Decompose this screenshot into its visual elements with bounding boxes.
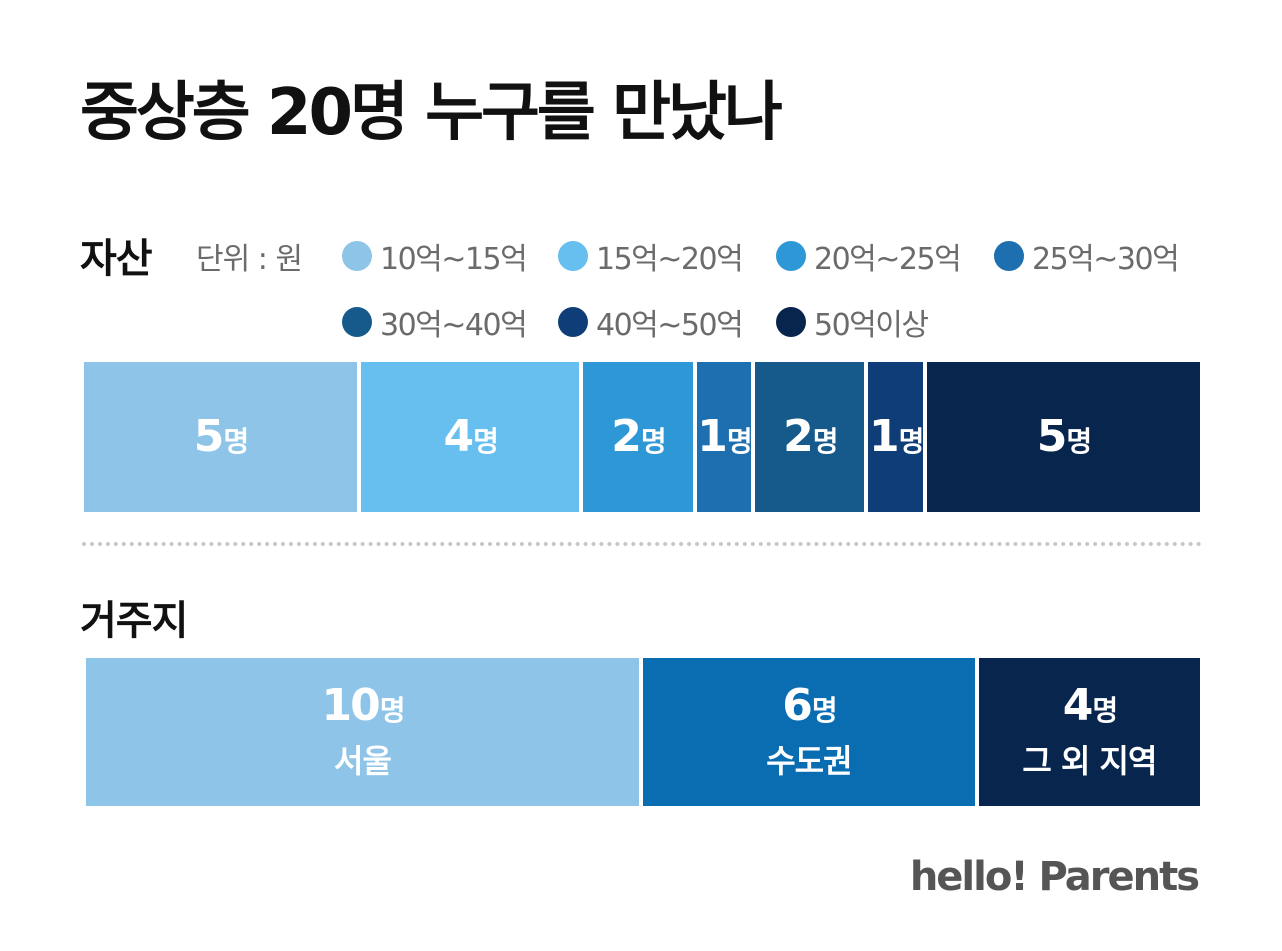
bar-segment: 2명 — [583, 362, 693, 512]
legend-swatch — [342, 307, 372, 337]
legend-label: 50억이상 — [814, 308, 929, 343]
legend-item: 50억이상 — [776, 300, 929, 344]
segment-category-label: 서울 — [334, 742, 392, 781]
page-title: 중상층 20명 누구를 만났나 — [80, 76, 783, 150]
legend-label: 40억~50억 — [596, 308, 744, 343]
asset-section-title: 자산 — [80, 236, 153, 282]
bar-segment: 5명 — [84, 362, 357, 512]
residence-section-title: 거주지 — [80, 598, 188, 644]
asset-stacked-bar: 5명 4명 2명 1명 2명 1명 5명 — [84, 362, 1200, 512]
bar-segment: 5명 — [927, 362, 1200, 512]
legend-item: 10억~15억 — [342, 234, 528, 278]
legend-swatch — [558, 241, 588, 271]
legend-swatch — [342, 241, 372, 271]
legend-swatch — [994, 241, 1024, 271]
legend-swatch — [776, 307, 806, 337]
segment-count-label: 6명 — [782, 679, 837, 731]
legend-item: 40억~50억 — [558, 300, 744, 344]
residence-stacked-bar: 10명 서울 6명 수도권 4명 그 외 지역 — [86, 658, 1200, 806]
legend-item: 15억~20억 — [558, 234, 744, 278]
dotted-divider — [82, 542, 1202, 546]
legend-swatch — [558, 307, 588, 337]
segment-count-label: 4명 — [443, 410, 499, 462]
bar-segment: 4명 — [361, 362, 580, 512]
legend-item: 20억~25억 — [776, 234, 962, 278]
legend-item: 25억~30억 — [994, 234, 1180, 278]
segment-count-label: 4명 — [1062, 679, 1118, 731]
legend-label: 25억~30억 — [1032, 242, 1180, 277]
legend-swatch — [776, 241, 806, 271]
segment-count-label: 5명 — [1036, 410, 1092, 462]
legend-label: 20억~25억 — [814, 242, 962, 277]
segment-count-label: 2명 — [611, 410, 666, 462]
legend-label: 10억~15억 — [380, 242, 528, 277]
segment-category-label: 그 외 지역 — [1022, 742, 1157, 781]
bar-segment: 1명 — [868, 362, 923, 512]
segment-count-label: 1명 — [697, 410, 751, 462]
segment-count-label: 1명 — [868, 410, 923, 462]
legend-label: 15억~20억 — [596, 242, 744, 277]
segment-category-label: 수도권 — [766, 742, 852, 781]
segment-count-label: 5명 — [193, 410, 249, 462]
bar-segment: 2명 — [755, 362, 865, 512]
brand-logo: hello! Parents — [909, 854, 1200, 900]
segment-count-label: 2명 — [783, 410, 838, 462]
legend-item: 30억~40억 — [342, 300, 528, 344]
unit-label: 단위 : 원 — [196, 242, 303, 277]
legend-label: 30억~40억 — [380, 308, 528, 343]
bar-segment: 1명 — [696, 362, 752, 512]
segment-count-label: 10명 — [321, 679, 406, 731]
